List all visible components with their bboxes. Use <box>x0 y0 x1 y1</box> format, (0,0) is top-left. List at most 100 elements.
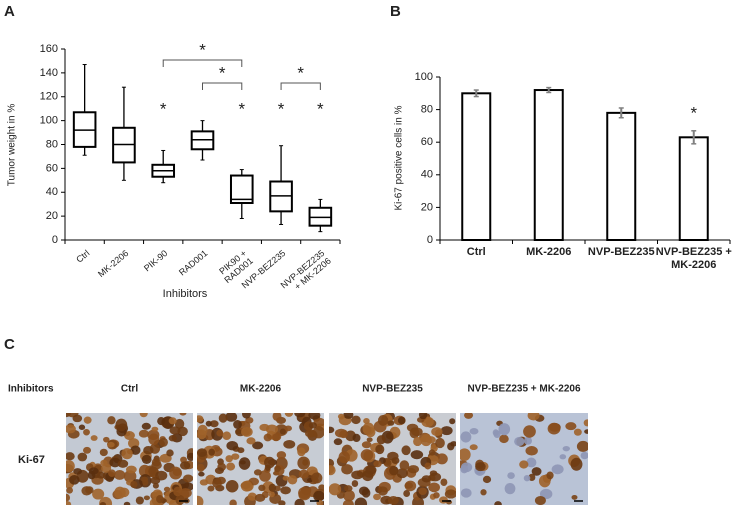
nucleus <box>253 469 262 476</box>
y-tick-label: 80 <box>46 138 58 150</box>
nucleus <box>240 480 253 492</box>
nucleus <box>168 435 177 442</box>
nucleus <box>114 486 126 499</box>
nucleus <box>387 420 395 426</box>
nucleus <box>546 471 554 480</box>
nucleus <box>272 433 280 442</box>
nucleus <box>547 422 561 435</box>
x-tick-label: NVP-BEZ235 <box>587 246 655 258</box>
row-label: Ki-67 <box>18 454 45 466</box>
nucleus <box>90 435 98 441</box>
nucleus <box>197 429 207 440</box>
micrograph <box>66 413 193 505</box>
nucleus <box>148 467 156 475</box>
nucleus <box>117 459 129 468</box>
nucleus <box>429 470 438 476</box>
y-tick-label: 100 <box>40 115 58 127</box>
nucleus <box>69 475 80 485</box>
bracket <box>202 82 243 90</box>
nucleus <box>99 448 108 457</box>
nucleus <box>576 440 588 452</box>
nucleus <box>297 447 306 457</box>
nucleus <box>155 470 168 481</box>
nucleus <box>460 448 471 461</box>
nucleus <box>397 416 406 425</box>
nucleus <box>205 420 212 427</box>
nucleus <box>66 452 75 461</box>
box <box>229 174 254 204</box>
significance-star: * <box>690 103 697 122</box>
nucleus <box>401 445 411 456</box>
nucleus <box>241 426 253 437</box>
nucleus <box>173 486 183 497</box>
nucleus <box>360 449 374 461</box>
nucleus <box>282 475 290 481</box>
nucleus <box>263 433 272 442</box>
nucleus <box>436 453 448 465</box>
nucleus <box>573 428 582 436</box>
panel-label: A <box>4 3 15 20</box>
nucleus <box>151 461 162 470</box>
nucleus <box>373 493 381 501</box>
nucleus <box>209 420 219 428</box>
y-tick-label: 0 <box>427 234 433 246</box>
nucleus <box>387 451 399 461</box>
nucleus <box>113 470 126 480</box>
y-tick-label: 160 <box>40 43 58 55</box>
nucleus <box>66 487 73 494</box>
nucleus <box>159 437 168 447</box>
nucleus <box>197 463 205 472</box>
nucleus <box>494 501 502 505</box>
nucleus <box>138 464 151 478</box>
nucleus <box>141 454 152 465</box>
nucleus <box>179 413 187 416</box>
nucleus <box>464 413 474 419</box>
bar <box>461 92 492 241</box>
nucleus <box>351 470 364 480</box>
nucleus <box>276 451 287 459</box>
nucleus <box>343 413 354 419</box>
nucleus <box>523 436 532 445</box>
nucleus <box>583 419 588 427</box>
nucleus <box>352 433 361 443</box>
nucleus <box>297 456 310 470</box>
nucleus <box>460 431 472 443</box>
nucleus <box>337 413 345 420</box>
nucleus <box>148 433 160 445</box>
significance-star: * <box>199 40 206 59</box>
nucleus <box>570 457 583 471</box>
nucleus <box>268 483 277 492</box>
nucleus <box>329 483 342 496</box>
column-header: MK-2206 <box>240 384 282 395</box>
nucleus <box>123 470 137 483</box>
nucleus <box>225 455 233 463</box>
nucleus <box>101 463 112 473</box>
nucleus <box>107 416 116 425</box>
nucleus <box>130 445 141 455</box>
nucleus <box>66 493 71 502</box>
nucleus <box>363 418 370 425</box>
nucleus <box>174 418 185 429</box>
nucleus <box>404 480 417 492</box>
nucleus <box>83 446 92 454</box>
nucleus <box>399 460 410 471</box>
nucleus <box>475 462 486 472</box>
column-header: NVP-BEZ235 + MK-2206 <box>467 384 581 395</box>
nucleus <box>225 479 239 493</box>
nucleus <box>225 413 238 422</box>
significance-star: * <box>317 99 324 118</box>
nucleus <box>237 447 245 454</box>
nucleus <box>246 437 256 445</box>
nucleus <box>428 449 436 456</box>
nucleus <box>531 467 542 476</box>
nucleus <box>424 462 432 470</box>
nucleus <box>183 474 193 483</box>
nucleus <box>551 464 564 475</box>
nucleus <box>482 475 492 484</box>
nucleus <box>287 475 298 485</box>
nucleus <box>343 485 353 492</box>
nucleus <box>238 457 251 470</box>
nucleus <box>342 499 354 505</box>
nucleus <box>311 472 323 484</box>
nucleus <box>361 470 374 482</box>
